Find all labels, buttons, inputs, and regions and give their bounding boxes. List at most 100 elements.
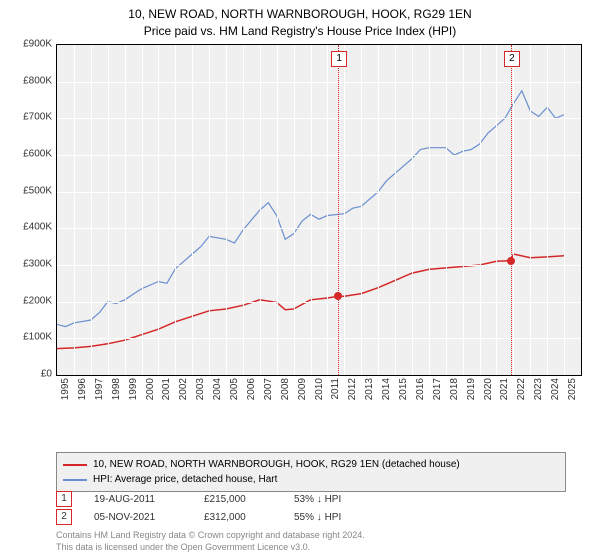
legend: 10, NEW ROAD, NORTH WARNBOROUGH, HOOK, R… [56,452,566,492]
gridline-vertical [260,45,261,375]
y-axis-label: £200K [10,295,52,306]
x-axis-label: 2023 [533,378,544,400]
y-axis-label: £800K [10,75,52,86]
chart: 12 £0£100K£200K£300K£400K£500K£600K£700K… [10,44,590,414]
gridline-vertical [496,45,497,375]
gridline-vertical [361,45,362,375]
gridline-horizontal [57,82,581,83]
x-axis-label: 2021 [499,378,510,400]
gridline-vertical [158,45,159,375]
gridline-vertical [277,45,278,375]
x-axis-label: 2006 [246,378,257,400]
gridline-horizontal [57,155,581,156]
footer-line-1: Contains HM Land Registry data © Crown c… [56,530,365,542]
gridline-vertical [226,45,227,375]
sale-ref-box: 2 [56,509,72,525]
x-axis-label: 2014 [381,378,392,400]
reference-marker-box: 1 [331,51,347,67]
gridline-vertical [91,45,92,375]
sale-date: 05-NOV-2021 [94,512,204,523]
gridline-vertical [513,45,514,375]
gridline-vertical [243,45,244,375]
x-axis-label: 1995 [60,378,71,400]
title-line-1: 10, NEW ROAD, NORTH WARNBOROUGH, HOOK, R… [0,6,600,23]
sale-ref-box: 1 [56,491,72,507]
x-axis-label: 2011 [330,378,341,400]
sale-date: 19-AUG-2011 [94,494,204,505]
gridline-vertical [564,45,565,375]
reference-marker-box: 2 [504,51,520,67]
y-axis-label: £900K [10,39,52,50]
x-axis-label: 1998 [111,378,122,400]
legend-item: 10, NEW ROAD, NORTH WARNBOROUGH, HOOK, R… [63,457,559,472]
gridline-vertical [344,45,345,375]
x-axis-label: 2018 [449,378,460,400]
sale-marker [507,257,515,265]
x-axis-label: 2009 [297,378,308,400]
gridline-vertical [175,45,176,375]
x-axis-label: 2024 [550,378,561,400]
x-axis-label: 2000 [145,378,156,400]
sale-vs-hpi: 53% ↓ HPI [294,494,404,505]
x-axis-label: 2019 [466,378,477,400]
gridline-vertical [311,45,312,375]
x-axis-label: 2007 [263,378,274,400]
gridline-vertical [412,45,413,375]
title-line-2: Price paid vs. HM Land Registry's House … [0,23,600,40]
gridline-vertical [209,45,210,375]
x-axis-label: 2010 [314,378,325,400]
gridline-horizontal [57,228,581,229]
line-series-svg [57,45,581,375]
plot-area: 12 [56,44,582,376]
x-axis-label: 2016 [415,378,426,400]
gridline-vertical [429,45,430,375]
x-axis-label: 2005 [229,378,240,400]
y-axis-label: £100K [10,332,52,343]
x-axis-label: 2012 [347,378,358,400]
gridline-vertical [378,45,379,375]
gridline-horizontal [57,338,581,339]
sale-price: £312,000 [204,512,294,523]
y-axis-label: £0 [10,369,52,380]
x-axis-label: 2022 [516,378,527,400]
gridline-vertical [327,45,328,375]
gridline-vertical [446,45,447,375]
gridline-vertical [192,45,193,375]
legend-label: 10, NEW ROAD, NORTH WARNBOROUGH, HOOK, R… [93,457,460,472]
sale-row: 2 05-NOV-2021£312,00055% ↓ HPI [56,508,404,526]
x-axis-label: 2025 [567,378,578,400]
gridline-horizontal [57,118,581,119]
gridline-vertical [125,45,126,375]
x-axis-label: 2003 [195,378,206,400]
x-axis-label: 2017 [432,378,443,400]
sale-price: £215,000 [204,494,294,505]
x-axis-label: 2002 [178,378,189,400]
y-axis-label: £600K [10,149,52,160]
footer-line-2: This data is licensed under the Open Gov… [56,542,365,554]
legend-swatch [63,464,87,466]
gridline-vertical [463,45,464,375]
x-axis-label: 2008 [280,378,291,400]
legend-item: HPI: Average price, detached house, Hart [63,472,559,487]
reference-line [511,45,512,375]
legend-label: HPI: Average price, detached house, Hart [93,472,277,487]
sales-table: 1 19-AUG-2011£215,00053% ↓ HPI 2 05-NOV-202… [56,490,404,526]
sale-marker [334,292,342,300]
gridline-horizontal [57,265,581,266]
gridline-horizontal [57,192,581,193]
gridline-vertical [108,45,109,375]
y-axis-label: £700K [10,112,52,123]
x-axis-label: 1999 [128,378,139,400]
gridline-vertical [530,45,531,375]
x-axis-label: 2013 [364,378,375,400]
y-axis-label: £500K [10,185,52,196]
gridline-vertical [74,45,75,375]
reference-line [338,45,339,375]
chart-title: 10, NEW ROAD, NORTH WARNBOROUGH, HOOK, R… [0,0,600,40]
y-axis-label: £400K [10,222,52,233]
sale-vs-hpi: 55% ↓ HPI [294,512,404,523]
legend-swatch [63,479,87,481]
x-axis-label: 1997 [94,378,105,400]
x-axis-label: 2004 [212,378,223,400]
y-axis-label: £300K [10,259,52,270]
